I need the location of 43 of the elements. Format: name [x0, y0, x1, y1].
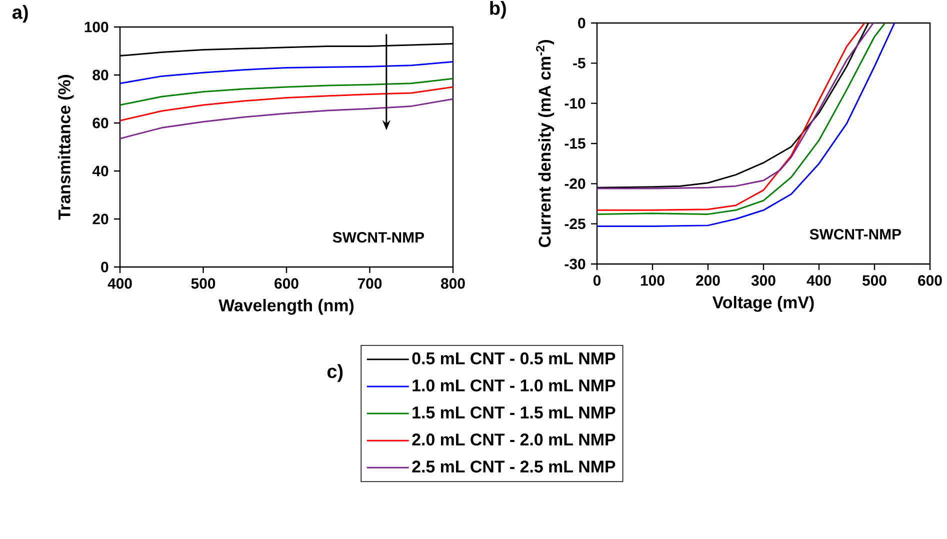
- annotation: SWCNT-NMP: [810, 228, 901, 240]
- x-tick-label: 400: [108, 278, 132, 289]
- x-tick-label: 800: [441, 278, 465, 289]
- y-tick-label: 80: [92, 70, 108, 80]
- y-tick-label: -15: [564, 138, 586, 149]
- line-series: [120, 61, 454, 84]
- chart-title: b): [490, 0, 506, 19]
- y-tick-label: 0: [578, 18, 586, 28]
- y-tick-label: -25: [564, 218, 586, 230]
- x-tick-label: 600: [918, 275, 942, 286]
- y-tick-label: 0: [101, 262, 108, 272]
- y-tick-label: 40: [92, 166, 108, 176]
- x-tick-label: 0: [593, 275, 601, 286]
- legend-label: 2.0 mL CNT - 2.0 mL NMP: [412, 434, 616, 446]
- x-tick-label: 300: [751, 275, 776, 286]
- y-tick-label: 20: [92, 214, 108, 224]
- y-tick-label: -20: [564, 178, 586, 189]
- x-tick-label: 500: [191, 278, 216, 289]
- y-tick-label: -10: [564, 98, 586, 109]
- chart-title: a): [12, 4, 28, 23]
- x-tick-label: 500: [862, 275, 886, 286]
- legend-label: 1.5 mL CNT - 1.5 mL NMP: [412, 406, 616, 418]
- x-axis-title: Voltage (mV): [712, 296, 814, 312]
- x-tick-label: 400: [806, 275, 831, 286]
- line-series: [120, 98, 454, 140]
- x-tick-label: 600: [274, 278, 298, 289]
- x-axis-title: Wavelength (nm): [218, 298, 354, 315]
- y-tick-label: 100: [84, 22, 108, 32]
- y-tick-label: -5: [573, 58, 586, 68]
- y-axis-title: Transmittance (%): [58, 74, 74, 220]
- line-series: [120, 86, 454, 122]
- x-tick-label: 200: [696, 275, 720, 286]
- legend-title: c): [327, 364, 343, 382]
- legend-label: 0.5 mL CNT - 0.5 mL NMP: [412, 352, 616, 364]
- x-tick-label: 100: [640, 275, 664, 286]
- y-tick-label: -30: [564, 258, 586, 270]
- annotation: SWCNT-NMP: [332, 232, 424, 243]
- legend-label: 1.0 mL CNT - 1.0 mL NMP: [412, 379, 616, 392]
- y-axis-title: Current density (mA cm$^{-2}$): [536, 40, 554, 248]
- legend-label: 2.5 mL CNT - 2.5 mL NMP: [412, 460, 616, 473]
- line-series: [120, 78, 454, 106]
- y-tick-label: 60: [92, 118, 108, 128]
- x-tick-label: 700: [358, 278, 382, 289]
